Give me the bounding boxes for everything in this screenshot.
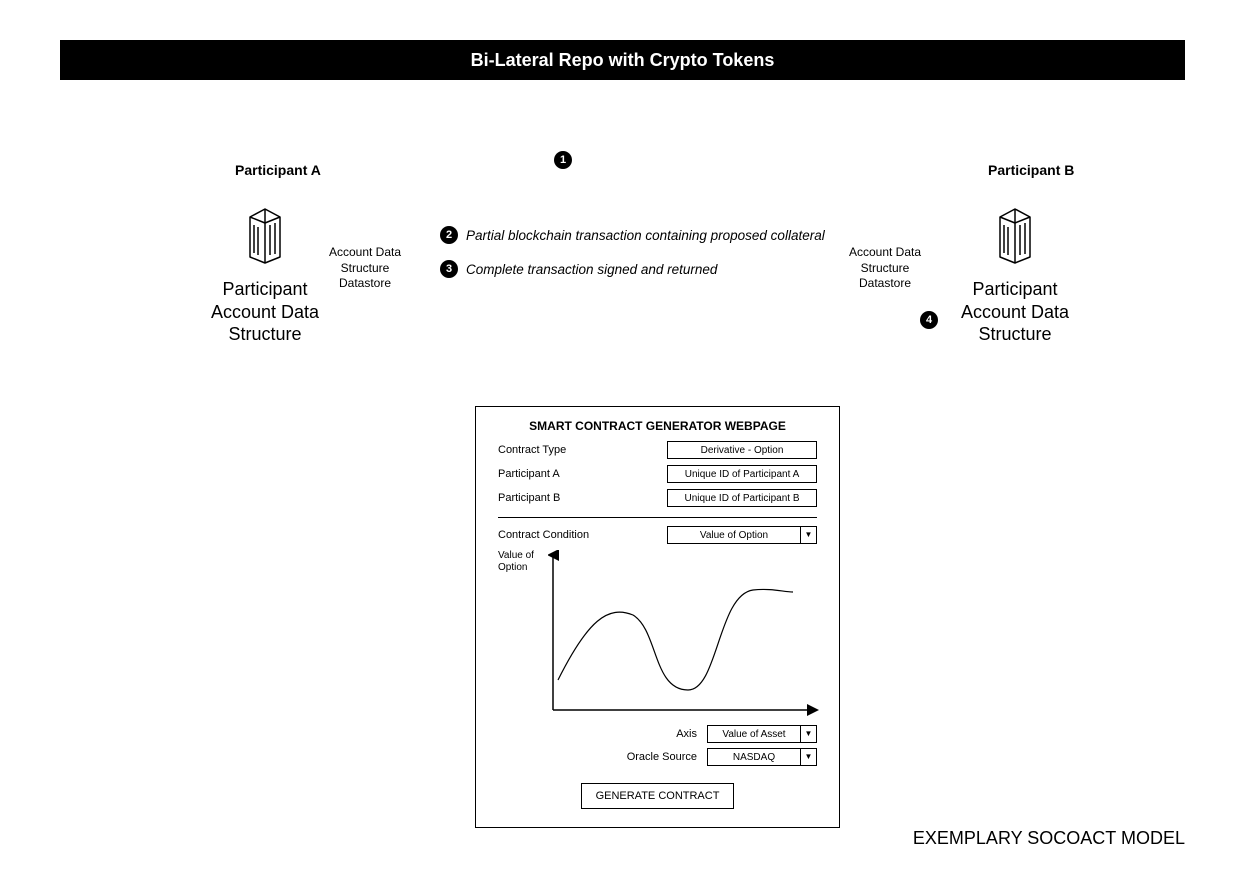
label-participant-b: Participant B bbox=[498, 492, 618, 504]
participant-a-caption: Participant Account Data Structure bbox=[195, 278, 335, 346]
step-3-line: 3 Complete transaction signed and return… bbox=[440, 260, 717, 278]
footer-caption: EXEMPLARY SOCOACT MODEL bbox=[913, 828, 1185, 849]
chart-curve bbox=[558, 589, 793, 690]
chart-y-label: Value of Option bbox=[498, 550, 534, 574]
step-badge-1: 1 bbox=[554, 151, 572, 169]
row-participant-b: Participant B Unique ID of Participant B bbox=[498, 489, 817, 507]
field-axis[interactable]: Value of Asset ▼ bbox=[707, 725, 817, 743]
participant-a-header: Participant A bbox=[235, 162, 321, 178]
step-badge-1-wrap: 1 bbox=[554, 150, 572, 169]
ds-a-1: Account Data bbox=[320, 245, 410, 261]
pa-cap-2: Account Data bbox=[195, 301, 335, 324]
field-oracle[interactable]: NASDAQ ▼ bbox=[707, 748, 817, 766]
dd-text-axis: Value of Asset bbox=[708, 726, 800, 742]
step-2-line: 2 Partial blockchain transaction contain… bbox=[440, 226, 825, 244]
form-divider bbox=[498, 517, 817, 518]
server-icon bbox=[240, 205, 290, 265]
field-participant-a[interactable]: Unique ID of Participant A bbox=[667, 465, 817, 483]
step-badge-3: 3 bbox=[440, 260, 458, 278]
chart-svg bbox=[548, 550, 828, 720]
participant-b-header: Participant B bbox=[988, 162, 1074, 178]
pb-cap-2: Account Data bbox=[945, 301, 1085, 324]
row-contract-condition: Contract Condition Value of Option ▼ bbox=[498, 526, 817, 544]
row-oracle: Oracle Source NASDAQ ▼ bbox=[498, 748, 817, 766]
chevron-down-icon: ▼ bbox=[800, 527, 816, 543]
dd-text-condition: Value of Option bbox=[668, 527, 800, 543]
datastore-label-b: Account Data Structure Datastore bbox=[840, 245, 930, 292]
label-oracle: Oracle Source bbox=[617, 751, 697, 763]
step-3-text: Complete transaction signed and returned bbox=[466, 262, 717, 277]
label-contract-type: Contract Type bbox=[498, 444, 618, 456]
pb-cap-1: Participant bbox=[945, 278, 1085, 301]
ds-b-2: Structure bbox=[840, 261, 930, 277]
page-title: Bi-Lateral Repo with Crypto Tokens bbox=[471, 50, 775, 71]
step-badge-4-wrap: 4 bbox=[920, 310, 938, 329]
option-value-chart: Value of Option bbox=[498, 550, 817, 720]
field-participant-b[interactable]: Unique ID of Participant B bbox=[667, 489, 817, 507]
row-participant-a: Participant A Unique ID of Participant A bbox=[498, 465, 817, 483]
ds-a-3: Datastore bbox=[320, 276, 410, 292]
step-badge-2: 2 bbox=[440, 226, 458, 244]
chevron-down-icon: ▼ bbox=[800, 749, 816, 765]
pb-cap-3: Structure bbox=[945, 323, 1085, 346]
row-axis: Axis Value of Asset ▼ bbox=[498, 725, 817, 743]
ds-a-2: Structure bbox=[320, 261, 410, 277]
pa-cap-3: Structure bbox=[195, 323, 335, 346]
generate-contract-button[interactable]: GENERATE CONTRACT bbox=[581, 783, 735, 809]
step-badge-4: 4 bbox=[920, 311, 938, 329]
ylab-1: Value of bbox=[498, 550, 534, 562]
label-axis: Axis bbox=[617, 728, 697, 740]
participant-b-block: Participant Account Data Structure bbox=[945, 205, 1085, 346]
ds-b-3: Datastore bbox=[840, 276, 930, 292]
participant-a-block: Participant Account Data Structure bbox=[195, 205, 335, 346]
smart-contract-form: SMART CONTRACT GENERATOR WEBPAGE Contrac… bbox=[475, 406, 840, 828]
label-contract-condition: Contract Condition bbox=[498, 529, 618, 541]
generate-wrap: GENERATE CONTRACT bbox=[498, 771, 817, 809]
ylab-2: Option bbox=[498, 562, 534, 574]
form-title: SMART CONTRACT GENERATOR WEBPAGE bbox=[498, 419, 817, 433]
title-bar: Bi-Lateral Repo with Crypto Tokens bbox=[60, 40, 1185, 80]
ds-b-1: Account Data bbox=[840, 245, 930, 261]
row-contract-type: Contract Type Derivative - Option bbox=[498, 441, 817, 459]
chevron-down-icon: ▼ bbox=[800, 726, 816, 742]
participant-b-caption: Participant Account Data Structure bbox=[945, 278, 1085, 346]
label-participant-a: Participant A bbox=[498, 468, 618, 480]
dd-text-oracle: NASDAQ bbox=[708, 749, 800, 765]
field-contract-type[interactable]: Derivative - Option bbox=[667, 441, 817, 459]
server-icon bbox=[990, 205, 1040, 265]
datastore-label-a: Account Data Structure Datastore bbox=[320, 245, 410, 292]
pa-cap-1: Participant bbox=[195, 278, 335, 301]
field-contract-condition[interactable]: Value of Option ▼ bbox=[667, 526, 817, 544]
step-2-text: Partial blockchain transaction containin… bbox=[466, 228, 825, 243]
